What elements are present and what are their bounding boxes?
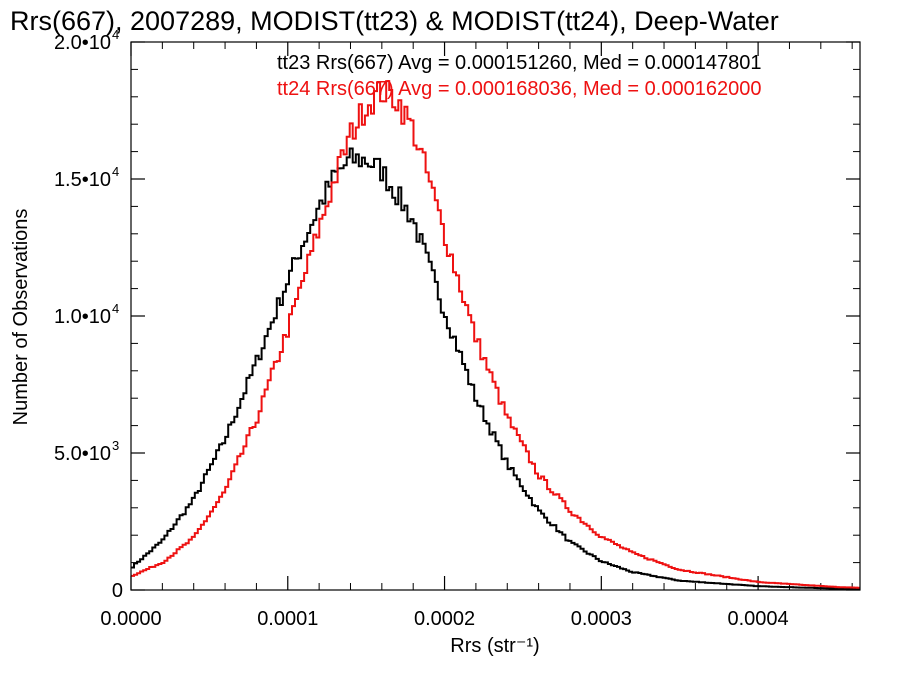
y-axis-label: Number of Observations [10, 209, 32, 426]
series-tt24-histogram [131, 80, 860, 589]
y-tick-exponent: 3 [112, 438, 119, 453]
x-tick-label: 0.0004 [728, 608, 789, 630]
x-axis-label: Rrs (str⁻¹) [450, 635, 539, 657]
legend-entry-tt23: tt23 Rrs(667) Avg = 0.000151260, Med = 0… [277, 52, 761, 74]
x-tick-label: 0.0003 [571, 608, 632, 630]
y-tick-exponent: 4 [112, 164, 119, 179]
y-tick-label: 2.0•10 [54, 32, 111, 54]
plot-frame [130, 41, 861, 591]
legend: tt23 Rrs(667) Avg = 0.000151260, Med = 0… [277, 52, 761, 100]
y-tick-label: 5.0•10 [54, 443, 111, 465]
series-tt23-histogram [131, 147, 860, 591]
chart-title: Rrs(667), 2007289, MODIST(tt23) & MODIST… [10, 6, 779, 36]
series-layer [131, 80, 860, 591]
axis-ticks: 0.0000 0.0001 0.0002 0.0003 0.0004 0 5.0•10 3 1.… [54, 27, 860, 630]
x-tick-label: 0.0002 [414, 608, 475, 630]
x-tick-label: 0.0001 [257, 608, 318, 630]
y-tick-exponent: 4 [112, 27, 119, 42]
y-tick-label: 1.5•10 [54, 169, 111, 191]
y-tick-exponent: 4 [112, 301, 119, 316]
y-tick-label: 0 [112, 580, 123, 602]
y-tick-label: 1.0•10 [54, 306, 111, 328]
legend-entry-tt24: tt24 Rrs(667) Avg = 0.000168036, Med = 0… [277, 78, 761, 100]
x-tick-label: 0.0000 [100, 608, 161, 630]
